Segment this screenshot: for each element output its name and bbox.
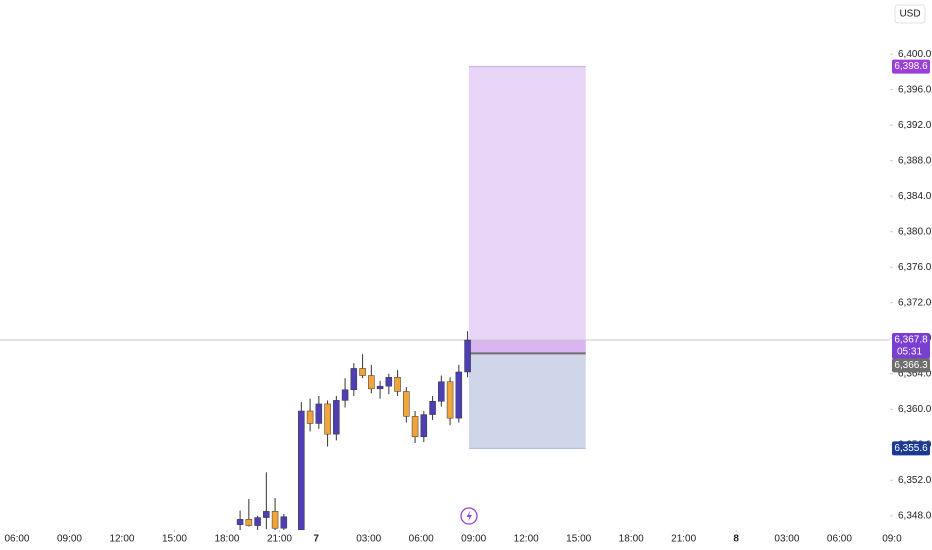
candle-body bbox=[280, 516, 288, 529]
y-tick-label: 6,384.0 bbox=[898, 191, 932, 202]
candle-body bbox=[306, 410, 314, 424]
x-tick-label: 12:00 bbox=[109, 534, 134, 545]
x-tick-label: 15:00 bbox=[566, 534, 591, 545]
x-tick-label: 03:00 bbox=[356, 534, 381, 545]
x-tick-label: 12:00 bbox=[514, 534, 539, 545]
price-label-box bbox=[892, 441, 930, 456]
candle-body bbox=[429, 401, 436, 415]
candle-body bbox=[403, 391, 410, 417]
y-tick-label: 6,388.0 bbox=[898, 155, 932, 166]
candle-body bbox=[464, 339, 471, 373]
price-axis bbox=[890, 0, 932, 550]
x-tick-label: 06:00 bbox=[409, 534, 434, 545]
y-tick-label: 6,396.0 bbox=[898, 84, 932, 95]
y-tick-label: 6,376.0 bbox=[898, 262, 932, 273]
y-tick-label: 6,400.0 bbox=[898, 49, 932, 60]
y-tick-label: 6,352.0 bbox=[898, 475, 932, 486]
candle-body bbox=[333, 400, 340, 435]
currency-box[interactable] bbox=[894, 4, 926, 24]
price-label-box bbox=[892, 59, 930, 74]
y-tick-label: 6,364.0 bbox=[898, 368, 932, 379]
candle-body bbox=[359, 368, 366, 376]
x-tick-label: 18:00 bbox=[619, 534, 644, 545]
candle-body bbox=[298, 410, 305, 530]
countdown: 05:31 bbox=[897, 347, 922, 358]
x-tick-label: 8 bbox=[733, 534, 739, 545]
y-tick-label: 6,372.0 bbox=[898, 297, 932, 308]
x-tick-label: 15:00 bbox=[162, 534, 187, 545]
last-price-fill bbox=[468, 340, 586, 354]
candle-body bbox=[438, 381, 445, 402]
candle-body bbox=[394, 377, 401, 392]
price-label: 6,367.8 bbox=[894, 335, 928, 346]
price-label-box bbox=[892, 333, 930, 360]
x-tick-label: 09:0 bbox=[882, 534, 902, 545]
candle-body bbox=[385, 377, 393, 387]
candle-body bbox=[245, 519, 253, 526]
x-tick-label: 18:00 bbox=[214, 534, 239, 545]
x-tick-label: 21:00 bbox=[671, 534, 696, 545]
price-label-box bbox=[892, 358, 930, 373]
candle-body bbox=[446, 381, 454, 419]
y-tick-label: 6,380.0 bbox=[898, 226, 932, 237]
y-tick-label: 6,392.0 bbox=[898, 120, 932, 131]
candle-body bbox=[263, 511, 270, 518]
candle-body bbox=[350, 368, 358, 390]
price-label: 6,366.3 bbox=[894, 360, 928, 371]
x-tick-label: 09:00 bbox=[461, 534, 486, 545]
stop-zone bbox=[468, 353, 586, 449]
candle-body bbox=[254, 517, 261, 526]
currency: USD bbox=[899, 9, 920, 20]
candle-body bbox=[236, 519, 244, 525]
candle-body bbox=[455, 371, 463, 419]
x-tick-label: 7 bbox=[313, 534, 319, 545]
candle-body bbox=[376, 385, 384, 390]
x-tick-label: 03:00 bbox=[774, 534, 799, 545]
candle-body bbox=[324, 403, 331, 435]
candle-body bbox=[368, 375, 375, 390]
price-label: 6,398.6 bbox=[894, 61, 928, 72]
x-tick-label: 06:00 bbox=[4, 534, 29, 545]
candle-body bbox=[341, 389, 349, 401]
candle-body bbox=[411, 416, 419, 438]
candle-body bbox=[315, 403, 323, 424]
candle-body bbox=[420, 414, 428, 438]
y-tick-label: 6,348.0 bbox=[898, 510, 932, 521]
x-tick-label: 21:00 bbox=[267, 534, 292, 545]
candle-body bbox=[271, 511, 279, 529]
plot-area bbox=[0, 66, 890, 530]
price-label: 6,355.6 bbox=[894, 443, 928, 454]
target-zone bbox=[468, 66, 586, 354]
event-icon[interactable] bbox=[460, 507, 478, 525]
x-tick-label: 09:00 bbox=[57, 534, 82, 545]
y-tick-label: 6,360.0 bbox=[898, 404, 932, 415]
x-tick-label: 06:00 bbox=[827, 534, 852, 545]
